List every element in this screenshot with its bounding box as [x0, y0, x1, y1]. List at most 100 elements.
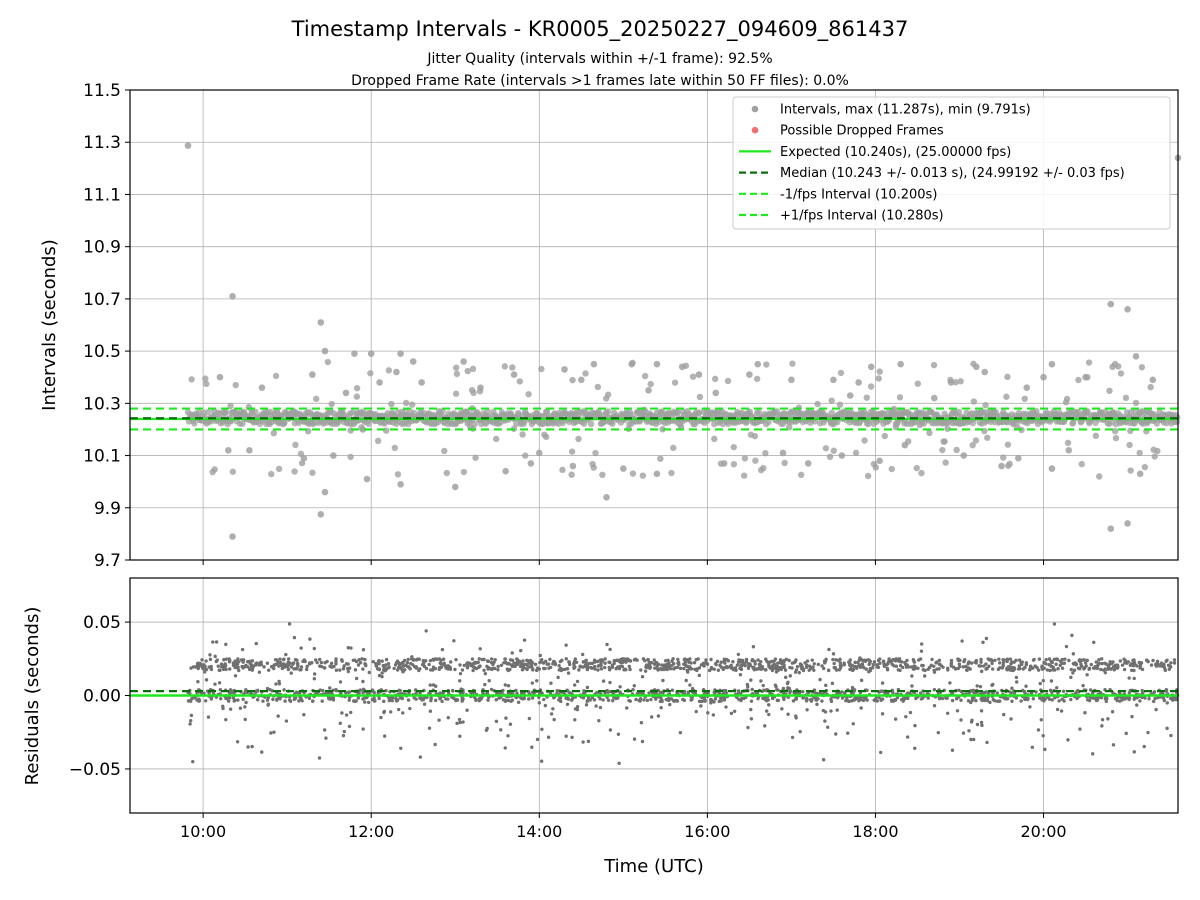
residual-point: [718, 663, 722, 667]
residual-point: [627, 664, 632, 669]
residual-point: [250, 668, 254, 672]
residual-point: [533, 662, 538, 667]
residual-point: [361, 667, 365, 671]
residual-point: [773, 657, 778, 661]
residual-point: [930, 657, 934, 662]
residual-point: [612, 661, 616, 666]
residual-point: [764, 709, 769, 713]
residual-point: [581, 740, 585, 744]
residual-point: [775, 688, 779, 692]
residual-point: [801, 690, 805, 694]
residual-point: [738, 666, 742, 671]
residual-point: [1138, 666, 1142, 670]
residual-point: [286, 667, 291, 672]
interval-outlier-point: [1048, 360, 1056, 368]
residual-point: [749, 699, 754, 703]
residual-point: [564, 643, 568, 647]
residual-point: [188, 722, 192, 726]
residual-point: [686, 657, 690, 662]
residual-point: [859, 657, 864, 662]
residual-point: [509, 663, 514, 667]
residual-point: [909, 665, 914, 669]
residual-point: [1103, 661, 1107, 666]
interval-point: [1126, 441, 1133, 449]
residual-point: [584, 658, 588, 663]
interval-outlier-point: [510, 371, 518, 378]
interval-outlier-point: [1107, 300, 1115, 308]
legend-box: [732, 96, 1171, 230]
residual-point: [592, 698, 597, 702]
residual-point: [838, 661, 843, 665]
residual-point: [957, 688, 961, 693]
residual-point: [628, 699, 632, 703]
interval-point: [328, 400, 335, 408]
residual-point: [612, 658, 616, 663]
residual-point: [486, 667, 490, 671]
residual-point: [401, 711, 405, 715]
residual-point: [878, 661, 882, 665]
residual-point: [767, 712, 771, 717]
residual-point: [1042, 699, 1046, 703]
residual-point: [960, 639, 964, 643]
residual-point: [702, 664, 706, 668]
y-tick-label: 10.7: [83, 290, 121, 310]
residual-point: [1162, 664, 1166, 669]
residual-point: [982, 664, 986, 668]
residual-point: [967, 729, 971, 733]
residual-point: [719, 660, 723, 664]
interval-point: [222, 409, 229, 416]
residual-point: [569, 698, 574, 702]
residual-point: [995, 699, 1000, 703]
interval-point: [402, 399, 410, 407]
residual-point: [1049, 679, 1054, 683]
intervals-reference-lines: [130, 407, 1178, 431]
residual-point: [347, 724, 352, 729]
residual-point: [756, 658, 760, 662]
residual-point: [517, 659, 522, 664]
residual-point: [349, 646, 353, 650]
residual-point: [1164, 659, 1168, 663]
residual-point: [567, 662, 572, 667]
residual-point: [357, 658, 361, 662]
residual-point: [382, 699, 386, 704]
residual-point: [397, 688, 401, 693]
residual-point: [361, 679, 365, 684]
interval-outlier-point: [830, 376, 837, 384]
residual-point: [474, 697, 478, 701]
residual-point: [202, 663, 206, 667]
residual-point: [506, 684, 511, 688]
residual-point: [391, 695, 395, 700]
residual-point: [218, 668, 222, 672]
residual-point: [389, 710, 393, 714]
residual-point: [805, 708, 809, 712]
residual-point: [782, 691, 786, 696]
interval-point: [740, 472, 748, 479]
residual-point: [434, 684, 438, 688]
residual-point: [647, 660, 651, 665]
residual-point: [1001, 660, 1006, 665]
residual-point: [607, 660, 611, 664]
residual-point: [812, 668, 816, 673]
x-tick-label: 18:00: [852, 822, 898, 841]
interval-point: [747, 431, 755, 438]
residual-point: [978, 684, 983, 689]
residual-point: [950, 748, 955, 752]
residual-point: [938, 662, 942, 666]
residual-point: [975, 722, 980, 727]
interval-outlier-point: [321, 488, 329, 496]
residual-point: [1054, 662, 1058, 666]
residual-point: [1078, 658, 1082, 662]
residual-point: [567, 690, 571, 695]
residual-point: [880, 697, 885, 701]
residual-point: [525, 658, 529, 663]
interval-outlier-point: [788, 376, 795, 384]
residual-point: [961, 665, 965, 669]
residual-point: [354, 699, 358, 703]
residual-point: [383, 669, 387, 673]
residual-point: [788, 674, 792, 678]
interval-outlier-point: [603, 494, 610, 501]
residual-point: [202, 691, 206, 696]
interval-outlier-point: [229, 533, 236, 540]
residual-point: [1038, 681, 1042, 686]
residual-point: [361, 697, 365, 701]
